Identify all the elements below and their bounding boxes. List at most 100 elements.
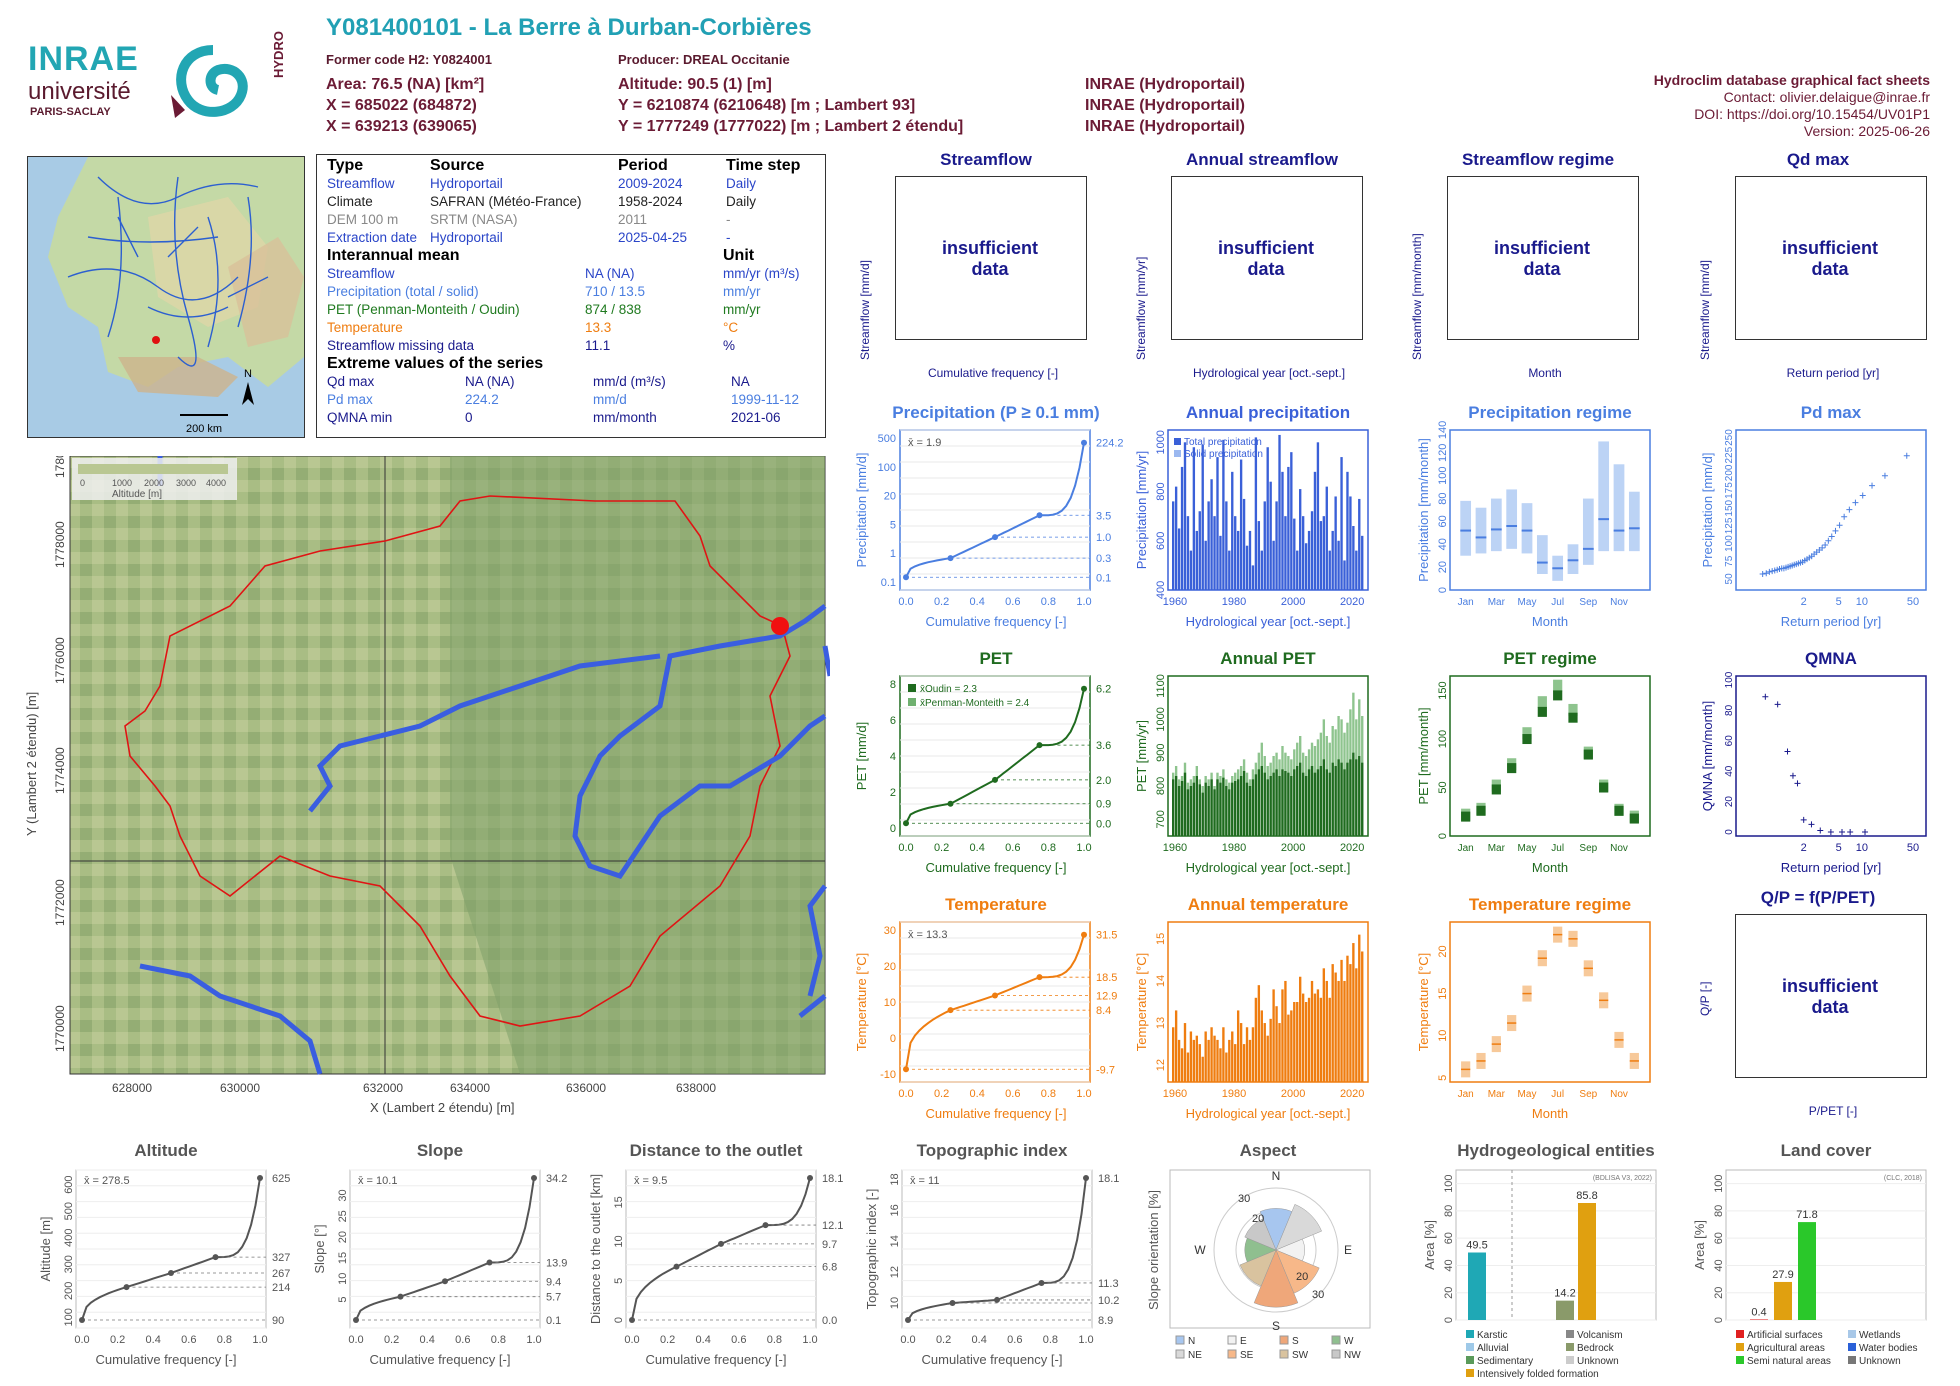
y-tick-label: 15 (337, 1252, 349, 1264)
y-axis-label: Temperature [°C] (854, 953, 869, 1051)
legend-swatch (1174, 450, 1181, 457)
cell: 0 (465, 410, 473, 425)
data-point (1903, 452, 1910, 459)
bar (1331, 762, 1334, 836)
qd-max-title: Qd max (1786, 150, 1850, 169)
y-tick-label: 1100 (1155, 674, 1167, 698)
legend-title: Altitude [m] (112, 489, 162, 500)
source-header-row: Type Source Period Time step (323, 157, 819, 175)
legend-tick: 3000 (176, 478, 196, 488)
x-tick-label: 0.2 (934, 596, 949, 608)
chart-annual-pet: Annual PET 1960 1980 2000 2020 700 800 900 1000 1… (1134, 649, 1369, 875)
x-tick: 634000 (450, 1081, 490, 1095)
qd-max-xlabel: Return period [yr] (1786, 366, 1880, 380)
chart-pet-regime: PET regime Jan Mar May Jul Sep Nov 0 50 100 150 Mon… (1416, 649, 1651, 875)
y-tick-label: 15 (1437, 987, 1449, 999)
db-title: Hydroclim database graphical fact sheets (1653, 72, 1930, 88)
france-minimap: 200 km N (27, 156, 305, 438)
bar (1245, 545, 1249, 590)
box (1491, 784, 1501, 795)
bar (1248, 786, 1252, 836)
bar (1352, 943, 1355, 1082)
mean-label: x̄ = 278.5 (84, 1175, 130, 1187)
bar (1239, 459, 1243, 590)
cell: SRTM (NASA) (430, 212, 518, 227)
panel-streamflow: Streamflow insufficient data Streamflow … (848, 150, 1124, 390)
plot-frame (1725, 1169, 1927, 1321)
x-tick-label: 1960 (1163, 1088, 1187, 1100)
bar (1177, 786, 1181, 836)
chart-title: Land cover (1781, 1141, 1872, 1160)
qp-xlabel: P/PET [-] (1808, 1104, 1858, 1118)
bar (1251, 565, 1255, 590)
y-tick-label: 15 (1155, 933, 1167, 945)
legend-label: Agricultural areas (1747, 1343, 1825, 1354)
legend-swatch (1566, 1330, 1574, 1338)
chart-title: Aspect (1240, 1141, 1297, 1160)
y-tick-label: 13 (1155, 1017, 1167, 1029)
legend-tick: 4000 (206, 478, 226, 488)
legend-label: NW (1344, 1350, 1361, 1361)
h-mean: Interannual mean (327, 247, 460, 264)
streamflow-plot (895, 176, 1087, 340)
x-tick-label: 1.0 (1078, 1334, 1093, 1346)
x-tick-label: 0.6 (1007, 1334, 1022, 1346)
y-tick-label: 80 (1437, 492, 1449, 504)
bar (1248, 530, 1252, 590)
chart-title: Pd max (1801, 403, 1862, 422)
bar (1310, 511, 1314, 590)
cell: 13.3 (585, 320, 612, 335)
bar (1774, 1281, 1792, 1320)
legend-label: Intensively folded formation (1477, 1369, 1599, 1380)
bar (1195, 530, 1198, 590)
y-tick-label: 800 (1155, 482, 1167, 500)
x-tick-label: 0.4 (970, 596, 985, 608)
bar (1361, 535, 1364, 590)
bar (1174, 486, 1178, 590)
cell: QMNA min (327, 410, 393, 425)
cell: % (723, 338, 736, 353)
bar (1183, 1023, 1187, 1082)
cell: mm/d (m³/s) (593, 374, 666, 389)
legend-label: x̄Oudin = 2.3 (920, 684, 977, 695)
bar (1192, 782, 1196, 836)
mean-label: x̄ = 13.3 (908, 929, 947, 941)
bar (1222, 777, 1225, 836)
right-value-label: 0.1 (546, 1315, 561, 1327)
chart-title: Temperature (945, 895, 1047, 914)
legend-label: Artificial surfaces (1747, 1330, 1823, 1341)
y-tick-label: 10 (1437, 1030, 1449, 1042)
aspect-slice (1244, 1218, 1277, 1251)
bar (1578, 1203, 1596, 1320)
bar (1275, 769, 1278, 836)
x-tick-label: Sep (1579, 597, 1597, 608)
x-axis-label: Cumulative frequency [-] (96, 1352, 237, 1367)
extreme-row: QMNA min 0 mm/month 2021-06 (323, 409, 819, 427)
chart-title: Distance to the outlet (630, 1141, 803, 1160)
data-point (992, 534, 998, 541)
legend-label: E (1240, 1336, 1247, 1347)
y-tick-label: 600 (63, 1175, 75, 1193)
legend-swatch (1736, 1356, 1744, 1364)
x-tick-label: 5 (1836, 596, 1842, 608)
means-table: Interannual mean Unit Streamflow NA (NA) m… (323, 247, 819, 355)
y-tick-label: 200 (1724, 464, 1735, 481)
annual-streamflow-plot (1171, 176, 1363, 340)
right-value-label: 9.4 (546, 1276, 561, 1288)
bar (1228, 550, 1231, 590)
paris-saclay-logo: PARIS-SACLAY (30, 106, 111, 118)
bar (1293, 518, 1296, 590)
y-axis-label: Area [%] (1422, 1220, 1437, 1270)
x-tick-label: 2000 (1281, 842, 1305, 854)
cell: mm/d (593, 392, 627, 407)
bar (1343, 560, 1346, 590)
x-lambert2e: X = 639213 (639065) (326, 118, 477, 135)
bar (1269, 481, 1272, 590)
y-axis-label: Distance to the outlet [km] (588, 1174, 603, 1324)
cell: 1958-2024 (618, 194, 683, 209)
legend-label: Unknown (1577, 1356, 1619, 1367)
bar (1346, 955, 1349, 1082)
bar (1343, 769, 1346, 836)
mean-label: x̄ = 10.1 (358, 1175, 397, 1187)
